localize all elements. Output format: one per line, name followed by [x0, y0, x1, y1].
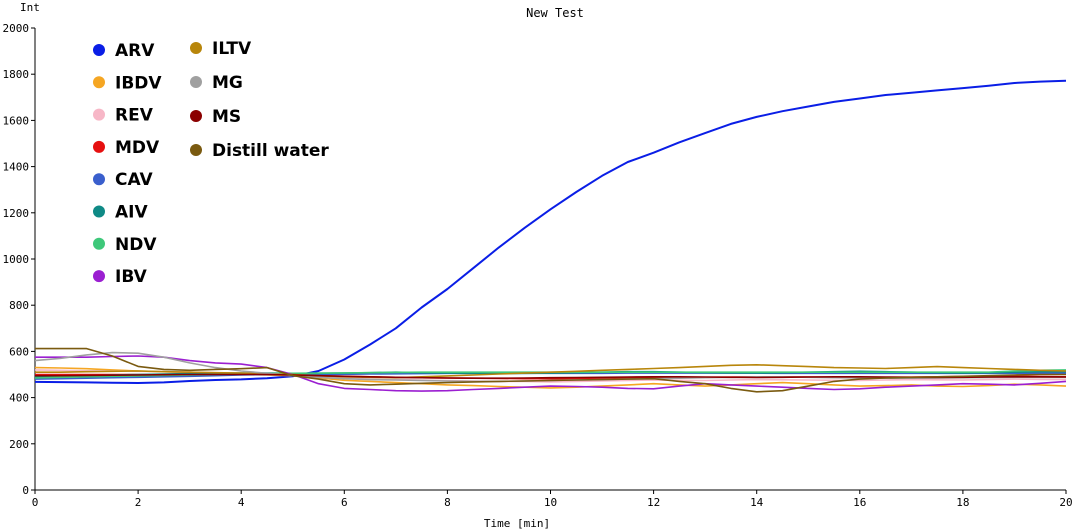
legend-marker-mdv: [93, 140, 105, 153]
legend-marker-aiv: [93, 205, 105, 218]
y-axis-label: Int: [20, 1, 40, 14]
x-tick-label: 2: [135, 496, 142, 509]
x-tick-label: 0: [32, 496, 39, 509]
legend-label-ms: MS: [212, 107, 241, 127]
legend-marker-iltv: [190, 42, 202, 54]
x-tick-label: 4: [238, 496, 245, 509]
x-tick-label: 14: [750, 496, 764, 509]
legend-marker-ms: [190, 110, 202, 122]
y-tick-label: 600: [9, 345, 29, 358]
y-tick-label: 400: [9, 392, 29, 405]
y-tick-label: 1400: [3, 161, 30, 174]
series-line-iltv: [35, 363, 1067, 379]
y-tick-label: 1200: [3, 207, 30, 220]
legend-marker-distill-water: [190, 144, 202, 156]
x-tick-label: 10: [544, 496, 557, 509]
legend-label-iltv: ILTV: [212, 39, 252, 59]
axes: 0 200 400 600 800 1000 1200 1400 1600 1800 2000 0 2 4…: [3, 22, 1073, 509]
legend-label-arv: ARV: [115, 41, 155, 61]
legend-marker-rev: [93, 108, 105, 121]
y-tick-label: 800: [9, 299, 29, 312]
legend-label-mg: MG: [212, 73, 243, 93]
x-tick-label: 6: [341, 496, 348, 509]
legend-marker-mg: [190, 76, 202, 88]
y-tick-label: 1600: [3, 114, 30, 127]
series-line-ibv: [35, 355, 1067, 392]
legend-label-distill-water: Distill water: [212, 141, 329, 161]
y-tick-label: 1000: [3, 253, 30, 266]
y-tick-label: 0: [22, 484, 29, 497]
legend-label-rev: REV: [115, 106, 154, 126]
x-tick-label: 20: [1059, 496, 1072, 509]
legend-label-ibv: IBV: [115, 267, 148, 287]
series-line-distill-water: [35, 347, 1066, 393]
legend-marker-ndv: [93, 237, 105, 250]
legend-marker-cav: [93, 173, 105, 186]
series-line-arv: [34, 79, 1067, 384]
legend-marker-ibdv: [93, 76, 105, 89]
legend-label-ibdv: IBDV: [115, 73, 162, 93]
legend: ARV IBDV REV MDV CAV AIV NDV IBV ILTV MG MS Distill…: [93, 39, 329, 287]
x-tick-label: 18: [956, 496, 969, 509]
x-tick-label: 16: [853, 496, 866, 509]
legend-label-mdv: MDV: [115, 138, 160, 158]
legend-marker-arv: [93, 44, 105, 56]
x-tick-label: 8: [444, 496, 451, 509]
legend-label-cav: CAV: [115, 170, 153, 190]
y-tick-label: 200: [9, 438, 29, 451]
x-tick-label: 12: [647, 496, 660, 509]
y-tick-label: 2000: [3, 22, 30, 35]
chart-title: New Test: [526, 6, 584, 20]
legend-label-ndv: NDV: [115, 235, 157, 255]
y-tick-label: 1800: [3, 68, 30, 81]
legend-marker-ibv: [93, 270, 105, 283]
x-axis-label: Time [min]: [484, 517, 550, 530]
legend-label-aiv: AIV: [115, 203, 148, 223]
series-layer: [34, 79, 1067, 393]
